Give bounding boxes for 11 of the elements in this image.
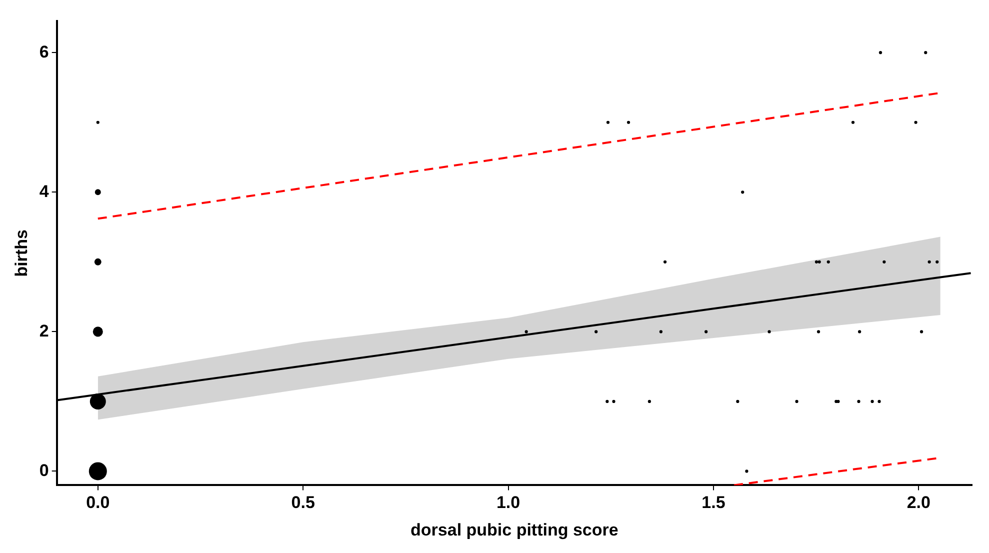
y-tick-label: 4	[39, 182, 50, 201]
x-tick-label: 1.5	[702, 493, 726, 512]
x-tick-label: 0.0	[86, 493, 110, 512]
x-axis-title: dorsal pubic pitting score	[410, 520, 618, 540]
x-tick-label: 2.0	[906, 493, 930, 512]
y-tick-label: 2	[39, 321, 49, 340]
y-axis-title: births	[12, 230, 31, 277]
y-tick-label: 0	[39, 460, 49, 480]
y-tick-label: 6	[39, 42, 49, 62]
x-tick-label: 1.0	[496, 493, 520, 512]
x-tick-label: 0.5	[291, 493, 315, 512]
